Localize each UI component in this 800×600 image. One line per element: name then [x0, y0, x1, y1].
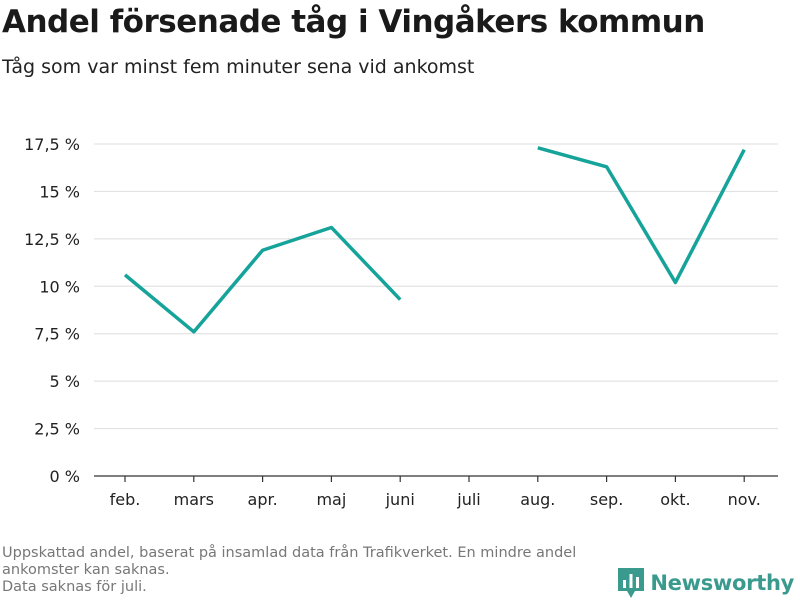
x-tick-label: juli	[456, 490, 480, 509]
x-tick-label: apr.	[248, 490, 278, 509]
chart-title: Andel försenade tåg i Vingåkers kommun	[2, 4, 705, 40]
x-tick-label: sep.	[590, 490, 623, 509]
y-tick-label: 17,5 %	[24, 135, 80, 154]
y-tick-label: 5 %	[50, 372, 80, 391]
newsworthy-logo: Newsworthy	[618, 568, 794, 598]
chart-subtitle: Tåg som var minst fem minuter sena vid a…	[2, 56, 475, 78]
footnote-line-2: ankomster kan saknas.	[2, 562, 170, 578]
series-line	[537, 146, 746, 285]
newsworthy-chart-icon	[618, 568, 645, 598]
footnote-line-1: Uppskattad andel, baserat på insamlad da…	[2, 545, 577, 561]
footnote-line-3: Data saknas för juli.	[2, 579, 147, 595]
brand-name: Newsworthy	[650, 571, 794, 595]
x-tick-label: nov.	[728, 490, 761, 509]
x-tick-label: okt.	[660, 490, 690, 509]
y-tick-label: 15 %	[39, 182, 80, 201]
x-tick-label: aug.	[520, 490, 555, 509]
y-tick-label: 10 %	[39, 277, 80, 296]
x-tick-label: juni	[385, 490, 415, 509]
x-tick-label: mars	[174, 490, 214, 509]
x-tick-label: feb.	[110, 490, 141, 509]
line-chart: 0 % 2,5 % 5 % 7,5 % 10 % 12,5 % 15 % 17,5 % feb.…	[24, 135, 778, 509]
y-tick-label: 12,5 %	[24, 230, 80, 249]
footnote: Uppskattad andel, baserat på insamlad da…	[2, 545, 576, 596]
x-tick-label: maj	[316, 490, 346, 509]
y-tick-label: 7,5 %	[34, 325, 80, 344]
y-tick-label: 2,5 %	[34, 420, 80, 439]
y-tick-label: 0 %	[50, 467, 80, 486]
series-line	[123, 225, 402, 334]
